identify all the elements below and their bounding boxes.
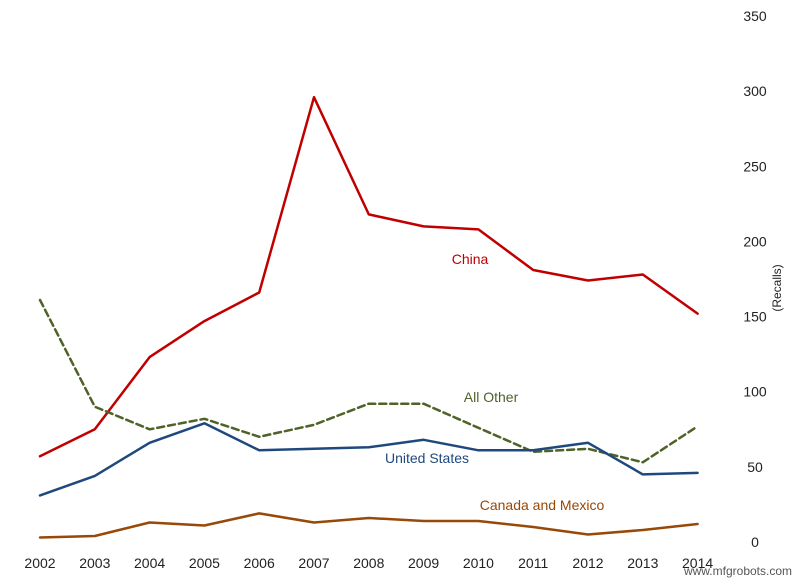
y-tick-label: 250 — [743, 158, 767, 174]
watermark-text: www.mfgrobots.com — [683, 564, 792, 578]
series-line-united-states — [38, 422, 699, 497]
x-tick-label: 2014 — [682, 555, 713, 571]
x-tick-label: 2004 — [134, 555, 165, 571]
series-lines — [38, 95, 699, 539]
series-line-all-other — [38, 298, 699, 464]
y-tick-label: 350 — [743, 8, 767, 24]
y-tick-label: 0 — [751, 534, 759, 550]
x-tick-label: 2005 — [189, 555, 220, 571]
y-axis-ticks: 0 50 100 150 200 250 300 350 — [743, 8, 767, 550]
x-tick-label: 2009 — [408, 555, 439, 571]
x-tick-label: 2008 — [353, 555, 384, 571]
x-tick-label: 2002 — [24, 555, 55, 571]
series-label-all-other: All Other — [464, 389, 519, 405]
series-line-china — [38, 95, 699, 458]
x-tick-label: 2003 — [79, 555, 110, 571]
series-label-united-states: United States — [385, 450, 469, 466]
x-tick-label: 2010 — [463, 555, 494, 571]
series-label-china: China — [452, 251, 489, 267]
y-tick-label: 150 — [743, 309, 767, 325]
x-tick-label: 2013 — [627, 555, 658, 571]
y-tick-label: 100 — [743, 384, 767, 400]
series-labels: China All Other United States Canada and Me… — [385, 251, 605, 513]
y-tick-label: 200 — [743, 233, 767, 249]
x-tick-label: 2012 — [572, 555, 603, 571]
x-tick-label: 2011 — [518, 555, 548, 571]
y-axis-label: (Recalls) — [770, 264, 784, 311]
x-tick-label: 2006 — [244, 555, 275, 571]
y-tick-label: 300 — [743, 83, 767, 99]
y-tick-label: 50 — [747, 459, 763, 475]
x-axis-ticks: 2002 2003 2004 2005 2006 2007 2008 2009 2010 2011… — [24, 555, 713, 571]
series-line-canada-and-mexico — [38, 512, 699, 539]
series-label-canada-and-mexico: Canada and Mexico — [480, 497, 605, 513]
x-tick-label: 2007 — [298, 555, 329, 571]
